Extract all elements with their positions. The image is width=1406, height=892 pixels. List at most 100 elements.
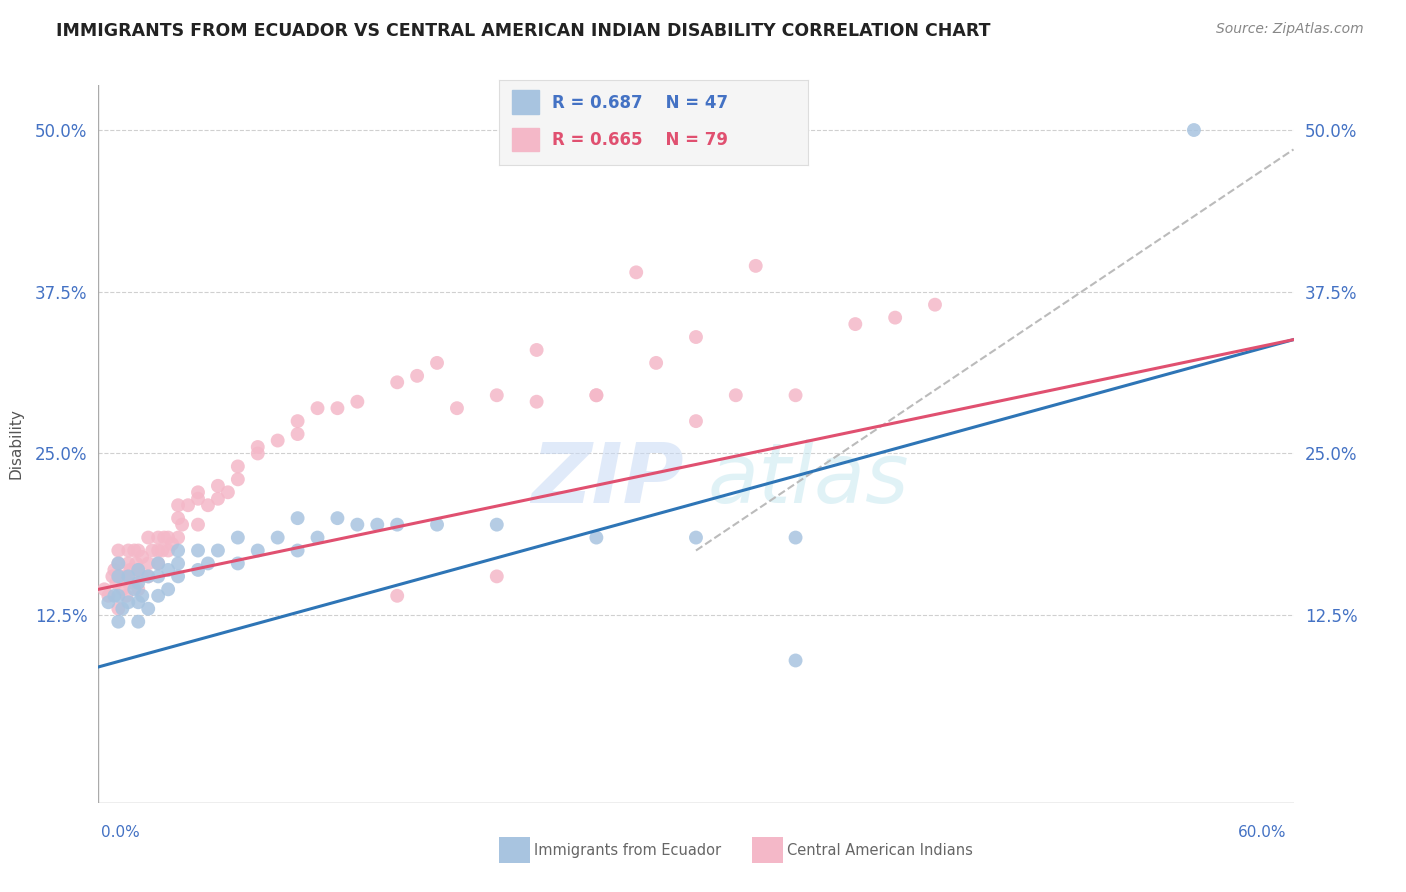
Point bbox=[153, 531, 176, 545]
Point bbox=[924, 298, 946, 312]
Point bbox=[187, 491, 209, 506]
Point bbox=[187, 543, 209, 558]
Point bbox=[785, 388, 807, 402]
Point bbox=[124, 582, 146, 597]
Point bbox=[103, 589, 125, 603]
Point bbox=[485, 388, 508, 402]
Point bbox=[307, 531, 329, 545]
Point bbox=[287, 511, 309, 525]
Point bbox=[1182, 123, 1205, 137]
Point bbox=[107, 557, 129, 571]
Text: R = 0.665    N = 79: R = 0.665 N = 79 bbox=[551, 131, 728, 150]
Point bbox=[107, 615, 129, 629]
Point bbox=[177, 498, 200, 512]
Point bbox=[346, 517, 368, 532]
Point bbox=[287, 427, 309, 442]
Point bbox=[226, 459, 249, 474]
Point bbox=[585, 531, 607, 545]
Point bbox=[148, 531, 170, 545]
Y-axis label: Disability: Disability bbox=[8, 409, 24, 479]
Point bbox=[446, 401, 468, 416]
Point bbox=[136, 569, 159, 583]
Point bbox=[127, 615, 149, 629]
Point bbox=[207, 479, 229, 493]
Point bbox=[107, 543, 129, 558]
Point bbox=[785, 531, 807, 545]
Point bbox=[141, 543, 163, 558]
Point bbox=[148, 557, 170, 571]
Point bbox=[148, 569, 170, 583]
Point bbox=[157, 543, 180, 558]
Point bbox=[157, 563, 180, 577]
Point bbox=[150, 543, 173, 558]
Point bbox=[485, 569, 508, 583]
Point bbox=[127, 582, 149, 597]
Point bbox=[326, 401, 349, 416]
Point bbox=[197, 557, 219, 571]
Point bbox=[267, 434, 290, 448]
Point bbox=[107, 589, 129, 603]
Point bbox=[585, 388, 607, 402]
Point bbox=[136, 557, 159, 571]
Point bbox=[93, 582, 115, 597]
Point bbox=[160, 537, 183, 551]
Point bbox=[125, 557, 148, 571]
Point bbox=[346, 394, 368, 409]
Point bbox=[157, 531, 180, 545]
Point bbox=[105, 575, 128, 590]
Point bbox=[97, 589, 120, 603]
Point bbox=[385, 589, 409, 603]
Point bbox=[97, 595, 120, 609]
Point bbox=[107, 569, 129, 583]
Point bbox=[167, 531, 190, 545]
Text: atlas: atlas bbox=[709, 439, 910, 520]
Point bbox=[685, 330, 707, 344]
Point bbox=[645, 356, 668, 370]
Point bbox=[526, 343, 548, 357]
Point bbox=[406, 368, 429, 383]
Point bbox=[844, 317, 866, 331]
Point bbox=[167, 569, 190, 583]
Point bbox=[167, 557, 190, 571]
Point bbox=[103, 563, 125, 577]
Text: 60.0%: 60.0% bbox=[1239, 825, 1286, 839]
Point bbox=[785, 653, 807, 667]
Point bbox=[136, 531, 159, 545]
Text: IMMIGRANTS FROM ECUADOR VS CENTRAL AMERICAN INDIAN DISABILITY CORRELATION CHART: IMMIGRANTS FROM ECUADOR VS CENTRAL AMERI… bbox=[56, 22, 991, 40]
Text: ZIP: ZIP bbox=[531, 439, 685, 520]
Text: Central American Indians: Central American Indians bbox=[787, 843, 973, 857]
Point bbox=[127, 563, 149, 577]
Point bbox=[287, 543, 309, 558]
Point bbox=[120, 563, 142, 577]
Point bbox=[148, 557, 170, 571]
Point bbox=[685, 531, 707, 545]
Point bbox=[226, 472, 249, 486]
Point bbox=[884, 310, 907, 325]
Point bbox=[226, 531, 249, 545]
Point bbox=[187, 485, 209, 500]
Point bbox=[197, 498, 219, 512]
Point bbox=[131, 589, 153, 603]
Point bbox=[131, 569, 153, 583]
Text: 0.0%: 0.0% bbox=[101, 825, 141, 839]
Bar bbox=[512, 128, 540, 152]
Point bbox=[136, 569, 159, 583]
Point bbox=[167, 498, 190, 512]
Point bbox=[187, 517, 209, 532]
Point bbox=[117, 595, 139, 609]
Point bbox=[366, 517, 388, 532]
Point bbox=[485, 517, 508, 532]
Point bbox=[207, 543, 229, 558]
Point bbox=[326, 511, 349, 525]
Point bbox=[131, 549, 153, 564]
Point bbox=[745, 259, 768, 273]
Point bbox=[685, 414, 707, 428]
Point bbox=[127, 575, 149, 590]
Point bbox=[307, 401, 329, 416]
Point bbox=[127, 543, 149, 558]
Text: R = 0.687    N = 47: R = 0.687 N = 47 bbox=[551, 95, 728, 112]
Point bbox=[167, 543, 190, 558]
Point bbox=[246, 446, 269, 460]
Point bbox=[385, 376, 409, 390]
Point bbox=[426, 517, 449, 532]
